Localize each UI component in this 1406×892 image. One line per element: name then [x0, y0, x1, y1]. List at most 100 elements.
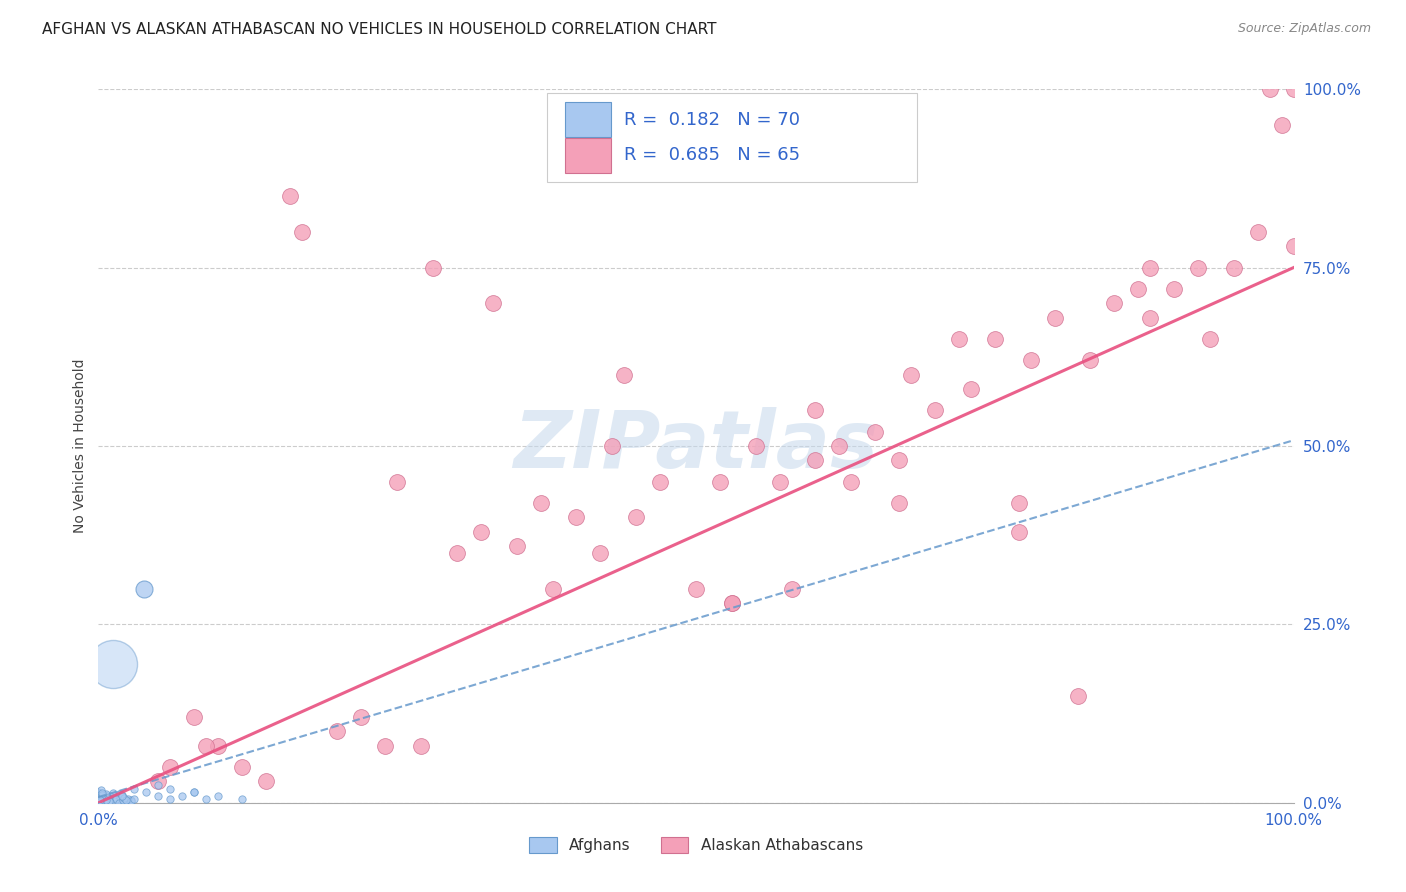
- Point: [1139, 310, 1161, 325]
- Point: [91, 788, 114, 802]
- Point: [804, 403, 827, 417]
- Point: [900, 368, 922, 382]
- Point: [111, 793, 134, 807]
- Point: [111, 789, 134, 803]
- Point: [446, 546, 468, 560]
- Point: [89, 793, 111, 807]
- Point: [889, 453, 911, 467]
- Point: [721, 596, 744, 610]
- Y-axis label: No Vehicles in Household: No Vehicles in Household: [73, 359, 87, 533]
- Point: [124, 792, 146, 806]
- Point: [93, 795, 115, 809]
- Point: [745, 439, 768, 453]
- Point: [1104, 296, 1126, 310]
- Point: [91, 794, 114, 808]
- Point: [103, 790, 125, 805]
- FancyBboxPatch shape: [547, 93, 917, 182]
- Point: [112, 795, 135, 809]
- Point: [90, 788, 112, 802]
- Point: [91, 786, 114, 800]
- Point: [96, 790, 118, 805]
- Point: [291, 225, 314, 239]
- Point: [195, 739, 218, 753]
- FancyBboxPatch shape: [565, 102, 612, 137]
- Legend: Afghans, Alaskan Athabascans: Afghans, Alaskan Athabascans: [523, 831, 869, 859]
- Text: R =  0.182   N = 70: R = 0.182 N = 70: [624, 111, 800, 128]
- Point: [90, 789, 112, 803]
- Point: [135, 785, 157, 799]
- Point: [94, 788, 117, 802]
- Point: [117, 792, 139, 806]
- Text: Source: ZipAtlas.com: Source: ZipAtlas.com: [1237, 22, 1371, 36]
- Point: [385, 475, 409, 489]
- Point: [96, 794, 118, 808]
- Point: [98, 789, 121, 803]
- Point: [1271, 118, 1294, 132]
- Point: [93, 790, 115, 805]
- Point: [865, 425, 887, 439]
- Point: [90, 794, 112, 808]
- Point: [112, 796, 135, 810]
- Point: [506, 539, 529, 553]
- Point: [183, 710, 205, 724]
- Point: [108, 796, 131, 810]
- Point: [172, 789, 194, 803]
- Point: [120, 793, 142, 807]
- Point: [828, 439, 851, 453]
- Point: [97, 792, 120, 806]
- Point: [1139, 260, 1161, 275]
- Point: [1282, 239, 1305, 253]
- Point: [91, 792, 114, 806]
- Point: [90, 789, 112, 803]
- Point: [96, 794, 118, 808]
- Point: [278, 189, 301, 203]
- Point: [120, 793, 142, 807]
- Text: R =  0.685   N = 65: R = 0.685 N = 65: [624, 146, 800, 164]
- Point: [231, 792, 253, 806]
- Point: [1043, 310, 1066, 325]
- Point: [159, 760, 181, 774]
- Point: [94, 787, 117, 801]
- Point: [91, 788, 114, 802]
- Point: [110, 787, 132, 801]
- Point: [1163, 282, 1185, 296]
- Point: [1258, 82, 1281, 96]
- Point: [148, 774, 170, 789]
- Point: [804, 453, 827, 467]
- Point: [124, 781, 146, 796]
- Point: [721, 596, 744, 610]
- Point: [159, 781, 181, 796]
- Point: [1019, 353, 1042, 368]
- Point: [422, 260, 444, 275]
- Point: [1247, 225, 1270, 239]
- Point: [104, 792, 127, 806]
- Point: [541, 582, 564, 596]
- Point: [101, 657, 124, 671]
- Point: [960, 382, 983, 396]
- Point: [111, 794, 134, 808]
- Point: [93, 794, 115, 808]
- Text: ZIPatlas: ZIPatlas: [513, 407, 879, 485]
- Point: [350, 710, 373, 724]
- Point: [889, 496, 911, 510]
- Point: [148, 778, 170, 792]
- Point: [1080, 353, 1102, 368]
- Point: [108, 787, 131, 801]
- Point: [111, 795, 134, 809]
- Point: [1067, 689, 1090, 703]
- Point: [589, 546, 612, 560]
- Point: [94, 793, 117, 807]
- Point: [924, 403, 946, 417]
- Point: [685, 582, 707, 596]
- Point: [87, 785, 110, 799]
- Point: [648, 475, 672, 489]
- Point: [1008, 524, 1031, 539]
- Point: [780, 582, 803, 596]
- Point: [1008, 496, 1031, 510]
- Point: [183, 785, 205, 799]
- FancyBboxPatch shape: [565, 137, 612, 173]
- Point: [132, 582, 155, 596]
- Point: [112, 790, 135, 805]
- Point: [984, 332, 1007, 346]
- Point: [254, 774, 277, 789]
